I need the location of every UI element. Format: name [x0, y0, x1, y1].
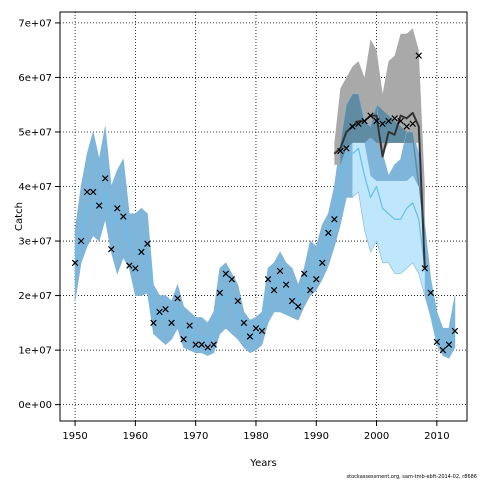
observed-point-1974 — [216, 289, 224, 297]
observed-point-2004 — [397, 117, 404, 125]
observed-point-1953 — [89, 188, 97, 196]
estimate-line — [74, 147, 456, 346]
observed-point-1973 — [210, 341, 217, 348]
observed-point-2010 — [433, 338, 441, 346]
observed-point-2006 — [409, 120, 416, 128]
observed-point-2001 — [379, 120, 386, 128]
observed-point-1981 — [258, 327, 266, 335]
footer-note: stockassessment.org, sam-tmb-ebft-2014-0… — [347, 474, 477, 480]
observed-point-1969 — [186, 322, 193, 329]
observed-point-1966 — [168, 319, 175, 327]
observed-point-1965 — [162, 305, 169, 313]
observed-point-2008 — [421, 265, 429, 272]
observed-point-1995 — [343, 145, 350, 152]
observed-point-1954 — [95, 202, 103, 209]
x-axis-ticks: 1950 1960 1970 1980 1990 2000 2010 — [62, 421, 450, 442]
observed-point-1977 — [234, 297, 242, 305]
observed-point-2005 — [403, 123, 410, 130]
observed-point-2002 — [385, 117, 392, 125]
observed-point-1982 — [264, 275, 272, 283]
x-tick-label-2000: 2000 — [364, 431, 389, 442]
y-tick-label-2: 2e+07 — [18, 291, 52, 302]
observed-point-1986 — [288, 297, 296, 305]
estimate-band-upper-range — [352, 142, 425, 296]
observed-point-1993 — [331, 216, 338, 223]
observed-point-1952 — [83, 188, 91, 196]
observed-point-1956 — [108, 245, 115, 253]
observed-point-2013 — [451, 327, 459, 335]
observed-point-1996 — [349, 123, 356, 130]
observed-point-1950 — [71, 259, 79, 267]
observed-point-1967 — [174, 295, 181, 302]
observed-point-1968 — [180, 335, 187, 343]
observed-point-1960 — [132, 265, 139, 272]
observed-point-2011 — [439, 346, 447, 354]
observed-point-1972 — [204, 344, 211, 351]
observed-point-1958 — [120, 213, 127, 220]
observed-point-1989 — [307, 286, 314, 294]
x-tick-label-2010: 2010 — [424, 431, 449, 442]
x-tick-label-1950: 1950 — [62, 431, 87, 442]
observed-point-1991 — [319, 259, 326, 267]
observed-point-1978 — [240, 319, 248, 327]
observed-point-1964 — [156, 308, 163, 316]
observed-point-2012 — [445, 341, 453, 348]
observed-point-2003 — [391, 115, 398, 122]
observed-point-2007 — [415, 52, 422, 59]
observed-point-1959 — [126, 262, 133, 269]
y-tick-label-3: 3e+07 — [18, 237, 52, 248]
observed-point-1987 — [294, 303, 302, 310]
observed-point-1971 — [198, 341, 205, 348]
y-tick-label-0: 0e+00 — [18, 400, 52, 411]
observed-point-1988 — [300, 270, 308, 277]
confidence-bands — [74, 28, 456, 359]
estimate-band-outline — [74, 93, 456, 359]
observed-point-1985 — [282, 281, 290, 288]
observed-point-1983 — [270, 286, 278, 294]
plot-frame — [59, 11, 468, 422]
y-axis-ticks: 0e+00 1e+07 2e+07 3e+07 4e+07 5e+07 6e+07 7e+07 — [18, 18, 60, 411]
x-tick-label-1960: 1960 — [123, 431, 148, 442]
y-tick-label-5: 5e+07 — [18, 127, 52, 138]
observed-point-1961 — [138, 248, 145, 256]
series-lines — [74, 111, 456, 346]
x-tick-label-1970: 1970 — [183, 431, 208, 442]
observed-point-1980 — [252, 325, 260, 332]
y-tick-label-7: 7e+07 — [18, 18, 52, 29]
observed-markers — [71, 52, 459, 354]
observed-point-1976 — [228, 275, 236, 283]
x-axis-title: Years — [249, 458, 276, 469]
x-tick-label-1990: 1990 — [304, 431, 329, 442]
observed-point-1984 — [276, 267, 284, 275]
y-tick-label-4: 4e+07 — [18, 182, 52, 193]
observed-point-1997 — [355, 120, 362, 128]
observed-point-1970 — [192, 341, 199, 348]
observed-point-1957 — [114, 205, 121, 212]
y-axis-title: Catch — [14, 202, 25, 231]
observed-point-1962 — [144, 240, 151, 247]
observed-point-1963 — [150, 319, 157, 327]
y-tick-label-6: 6e+07 — [18, 73, 52, 84]
observed-point-1979 — [246, 333, 254, 340]
x-tick-label-1980: 1980 — [243, 431, 268, 442]
observed-point-2000 — [373, 117, 380, 125]
black-line-line — [333, 111, 426, 269]
observed-point-1951 — [77, 237, 85, 245]
y-tick-label-1: 1e+07 — [18, 346, 52, 357]
observed-point-1955 — [101, 175, 109, 182]
observed-point-1999 — [367, 112, 374, 119]
observed-point-1998 — [361, 117, 368, 125]
observed-point-1990 — [313, 275, 320, 283]
observed-point-1975 — [222, 270, 230, 277]
band-overlap — [340, 93, 425, 242]
observed-point-1994 — [337, 147, 344, 155]
observed-point-1992 — [325, 229, 332, 237]
observed-point-2009 — [427, 289, 435, 297]
